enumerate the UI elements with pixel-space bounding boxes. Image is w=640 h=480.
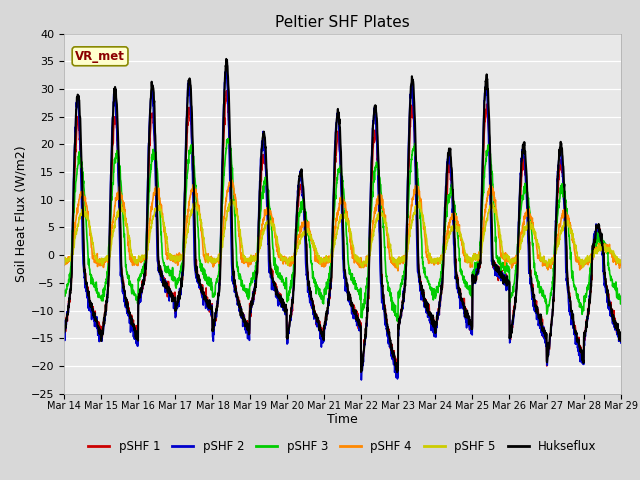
pSHF 3 <box>216 259 223 265</box>
pSHF 2 <box>222 66 230 72</box>
Hukseflux <box>371 103 379 109</box>
pSHF 2 <box>359 362 367 368</box>
pSHF 1 <box>394 373 402 379</box>
pSHF 4 <box>568 232 576 238</box>
pSHF 5 <box>579 264 586 270</box>
X-axis label: Time: Time <box>327 413 358 426</box>
pSHF 5 <box>504 255 512 261</box>
pSHF 2 <box>617 340 625 346</box>
pSHF 4 <box>371 211 379 216</box>
pSHF 4 <box>584 258 591 264</box>
pSHF 4 <box>617 261 625 267</box>
pSHF 1 <box>617 332 625 338</box>
pSHF 2 <box>505 281 513 287</box>
pSHF 1 <box>60 326 68 332</box>
pSHF 3 <box>60 293 68 299</box>
pSHF 2 <box>60 335 68 341</box>
Line: pSHF 2: pSHF 2 <box>64 69 621 380</box>
Line: pSHF 1: pSHF 1 <box>64 91 621 376</box>
pSHF 1 <box>371 127 379 133</box>
pSHF 1 <box>359 355 367 361</box>
pSHF 4 <box>505 256 513 262</box>
pSHF 3 <box>359 307 367 313</box>
pSHF 2 <box>371 111 379 117</box>
pSHF 1 <box>223 88 230 94</box>
pSHF 1 <box>568 320 576 325</box>
Title: Peltier SHF Plates: Peltier SHF Plates <box>275 15 410 30</box>
pSHF 1 <box>584 315 591 321</box>
pSHF 4 <box>216 254 223 260</box>
Text: VR_met: VR_met <box>75 50 125 63</box>
Hukseflux <box>359 359 367 364</box>
Hukseflux <box>216 288 223 294</box>
pSHF 3 <box>568 269 576 275</box>
pSHF 3 <box>394 319 401 324</box>
Hukseflux <box>505 278 513 284</box>
pSHF 4 <box>394 268 402 274</box>
pSHF 5 <box>216 254 223 260</box>
Hukseflux <box>584 313 591 319</box>
Hukseflux <box>222 56 230 62</box>
pSHF 5 <box>228 197 236 203</box>
Hukseflux <box>60 326 68 332</box>
pSHF 3 <box>371 165 379 171</box>
pSHF 5 <box>617 257 625 263</box>
pSHF 4 <box>228 177 236 183</box>
pSHF 3 <box>505 264 513 270</box>
pSHF 2 <box>358 377 365 383</box>
pSHF 4 <box>60 261 68 267</box>
pSHF 5 <box>371 222 379 228</box>
pSHF 2 <box>584 315 591 321</box>
pSHF 1 <box>505 277 513 283</box>
pSHF 3 <box>584 287 591 293</box>
pSHF 1 <box>216 285 223 291</box>
Line: pSHF 3: pSHF 3 <box>64 139 621 322</box>
pSHF 3 <box>224 136 232 142</box>
pSHF 2 <box>568 319 576 324</box>
pSHF 5 <box>60 259 68 264</box>
pSHF 5 <box>568 227 575 233</box>
Line: Hukseflux: Hukseflux <box>64 59 621 372</box>
Line: pSHF 4: pSHF 4 <box>64 180 621 271</box>
pSHF 3 <box>617 300 625 306</box>
Hukseflux <box>617 338 625 344</box>
pSHF 4 <box>359 262 367 268</box>
Legend: pSHF 1, pSHF 2, pSHF 3, pSHF 4, pSHF 5, Hukseflux: pSHF 1, pSHF 2, pSHF 3, pSHF 4, pSHF 5, … <box>83 435 602 458</box>
Y-axis label: Soil Heat Flux (W/m2): Soil Heat Flux (W/m2) <box>15 145 28 282</box>
pSHF 5 <box>359 262 367 267</box>
Hukseflux <box>394 369 401 375</box>
pSHF 2 <box>216 280 223 286</box>
Line: pSHF 5: pSHF 5 <box>64 200 621 267</box>
pSHF 5 <box>584 253 591 259</box>
Hukseflux <box>568 308 576 314</box>
